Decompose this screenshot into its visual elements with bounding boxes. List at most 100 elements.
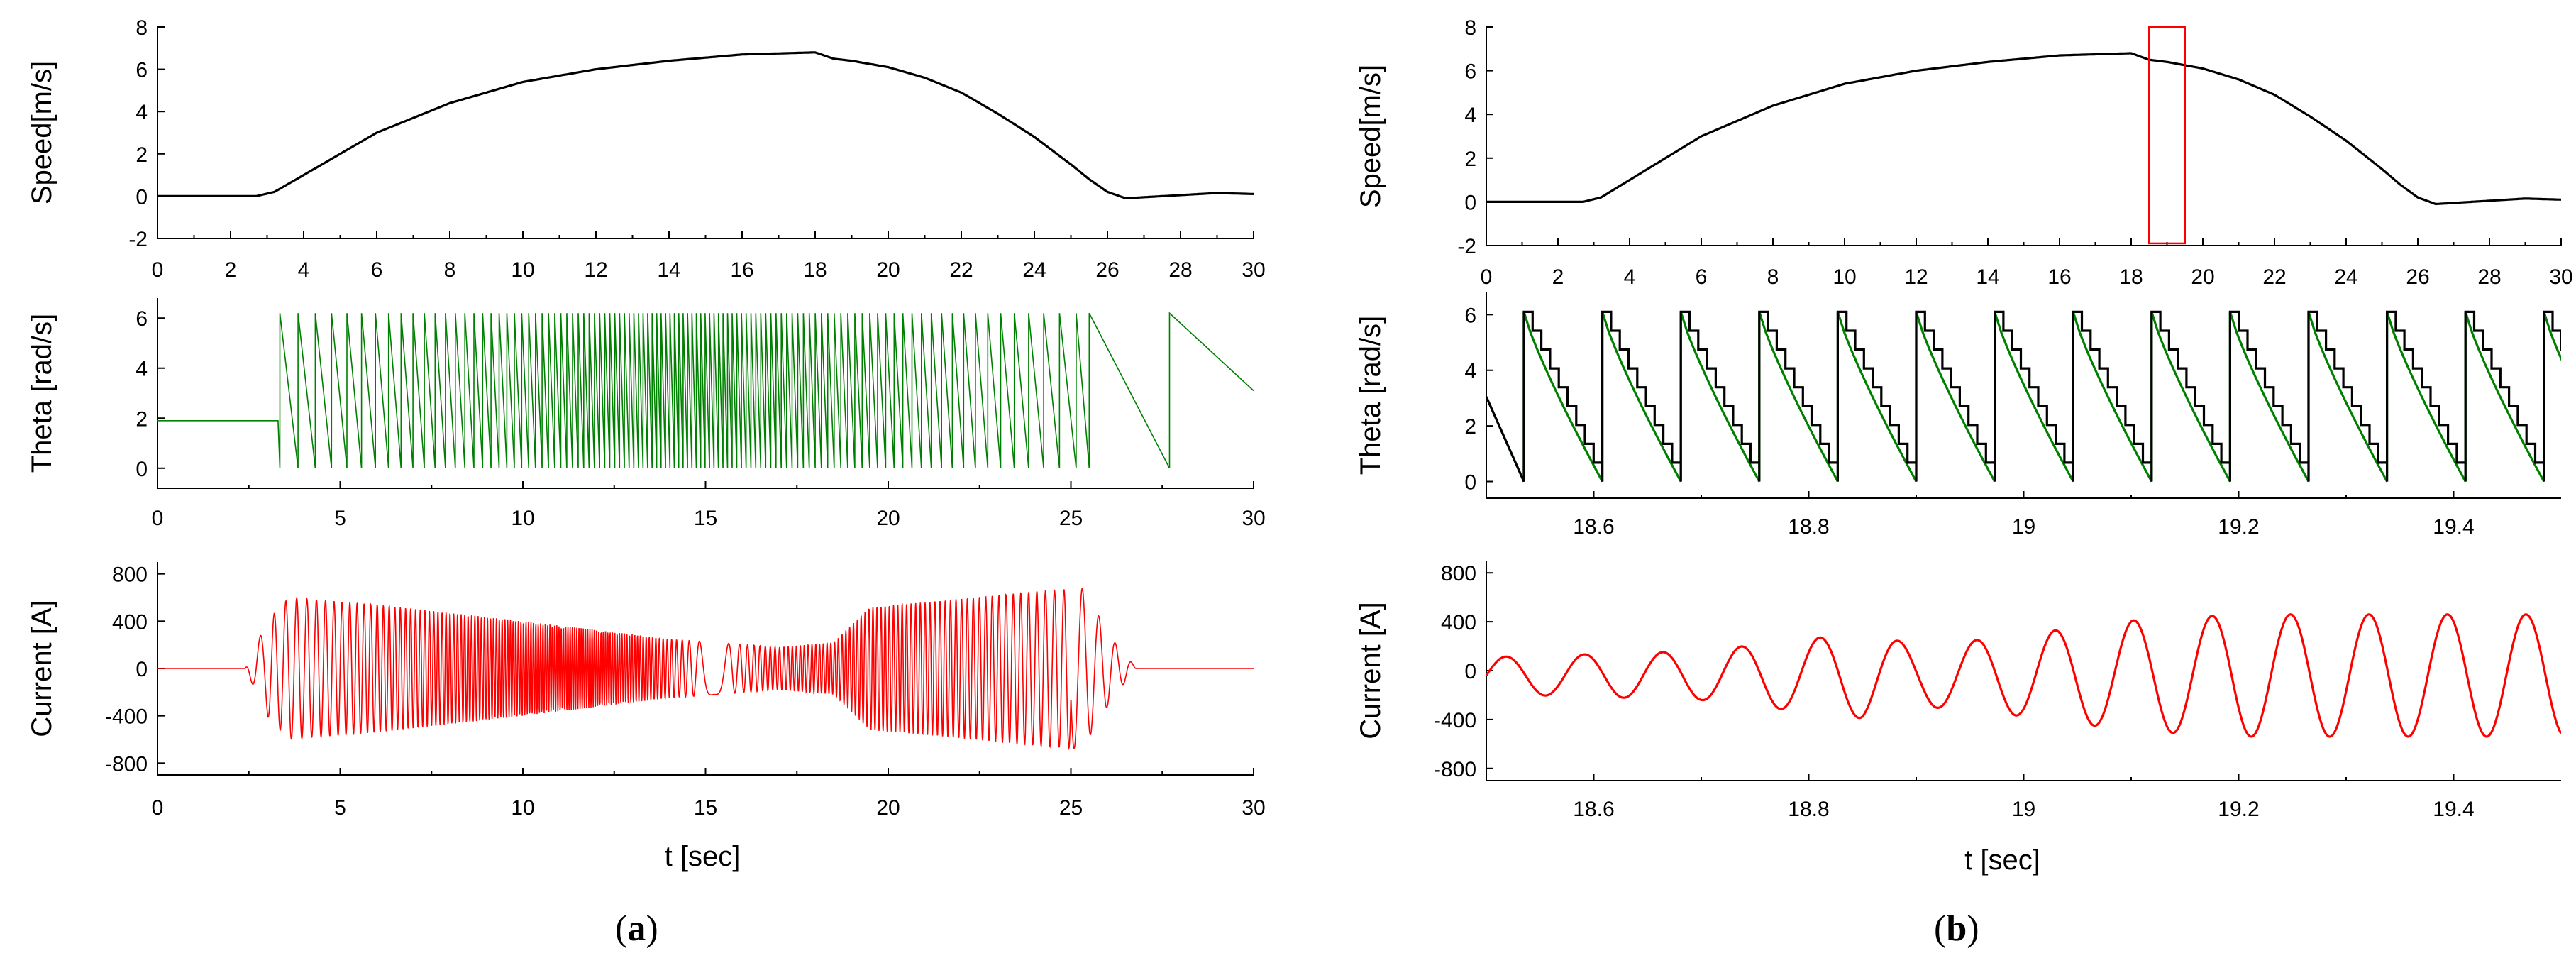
series-current-b-current <box>1486 613 2561 738</box>
x-tick-label-b-speed: 26 <box>2406 265 2429 289</box>
y-tick-label-a-speed: 0 <box>136 185 148 209</box>
x-tick-label-b-speed: 30 <box>2549 265 2572 289</box>
x-tick-label-b-speed: 20 <box>2191 265 2214 289</box>
y-tick-label-a-speed: 4 <box>136 101 148 124</box>
y-tick-label-a-speed: 2 <box>136 143 148 167</box>
x-tick-label-b-speed: 22 <box>2262 265 2286 289</box>
plot-area-b-theta <box>1486 310 2561 483</box>
y-tick-label-b-speed: 2 <box>1464 148 1476 171</box>
x-tick-label-a-speed: 16 <box>730 258 753 282</box>
x-tick-label-a-speed: 24 <box>1022 258 1046 282</box>
plot-area-b-speed <box>1486 52 2561 206</box>
y-tick-label-b-current: 400 <box>1441 611 1476 634</box>
y-tick-label-a-speed: -2 <box>128 228 148 251</box>
x-tick-label-b-current: 18.8 <box>1788 798 1829 821</box>
y-axis-label-a-speed: Speed[m/s] <box>26 61 57 204</box>
y-axis-label-b-speed: Speed[m/s] <box>1355 65 1386 208</box>
y-tick-label-a-speed: 8 <box>136 16 148 40</box>
x-tick-label-a-current: 30 <box>1242 796 1265 820</box>
series-theta-estimated-b-theta <box>1486 311 2561 483</box>
x-tick-label-a-theta: 0 <box>152 507 164 530</box>
chart-a-speed: 0 2 4 6 8 10 12 14 16 18 20 22 24 26 28 30-202468Speed[… <box>26 16 1266 282</box>
y-tick-label-b-theta: 2 <box>1464 415 1476 439</box>
chart-b-current: 18.6 18.8 19 19.2 19.4 -800 -400 0 400 800 Current… <box>1355 561 2561 876</box>
x-tick-label-b-speed: 0 <box>1481 265 1493 289</box>
x-tick-label-a-speed: 22 <box>949 258 973 282</box>
chart-a-current: 0 5 10 15 20 25 30 -800 -400 0 400 800 Current [A] <box>26 562 1266 820</box>
x-tick-label-b-speed: 12 <box>1904 265 1928 289</box>
panel-a-xlabel: t [sec] <box>665 841 741 872</box>
y-tick-label-b-current: 0 <box>1464 660 1476 683</box>
series-theta-a-theta <box>157 312 1254 469</box>
y-tick-label-a-current: -800 <box>105 752 148 776</box>
y-tick-label-b-theta: 4 <box>1464 360 1476 383</box>
y-tick-label-a-current: -400 <box>105 705 148 729</box>
chart-a-theta: 0 5 10 15 20 25 30 0 2 4 6 Theta [rad/s] <box>26 298 1266 530</box>
x-tick-label-a-speed: 20 <box>876 258 900 282</box>
y-tick-label-a-theta: 0 <box>136 458 148 481</box>
y-tick-label-b-speed: 6 <box>1464 60 1476 84</box>
x-tick-label-a-speed: 8 <box>444 258 456 282</box>
y-tick-label-b-speed: 4 <box>1464 104 1476 127</box>
y-tick-label-a-theta: 6 <box>136 307 148 331</box>
y-tick-label-b-current: -400 <box>1434 709 1476 732</box>
x-tick-label-b-speed: 2 <box>1552 265 1564 289</box>
x-tick-label-b-speed: 28 <box>2477 265 2501 289</box>
x-tick-label-a-speed: 10 <box>511 258 534 282</box>
x-tick-label-b-theta: 18.8 <box>1788 515 1829 539</box>
series-theta-measured-b-theta <box>1486 310 2561 483</box>
y-axis-label-a-current: Current [A] <box>26 600 57 737</box>
plot-area-b-current <box>1486 613 2561 738</box>
y-tick-label-b-speed: 0 <box>1464 191 1476 214</box>
x-tick-label-b-speed: 4 <box>1624 265 1636 289</box>
y-axis-label-b-current: Current [A] <box>1355 602 1386 739</box>
series-speed-a-speed <box>157 51 1254 200</box>
x-tick-label-a-speed: 12 <box>584 258 607 282</box>
chart-b-speed: 0 2 4 6 8 10 12 14 16 18 20 22 24 26 28 30-202468Speed[… <box>1355 16 2573 289</box>
x-tick-label-a-speed: 6 <box>371 258 383 282</box>
x-tick-label-a-speed: 0 <box>152 258 164 282</box>
x-tick-label-b-theta: 19.2 <box>2218 515 2259 539</box>
panel-a-label: (a) <box>615 908 658 949</box>
x-tick-label-a-current: 5 <box>334 796 346 820</box>
x-tick-label-a-theta: 15 <box>694 507 717 530</box>
x-tick-label-a-theta: 10 <box>511 507 534 530</box>
y-tick-label-a-theta: 2 <box>136 407 148 431</box>
zoom-highlight-box <box>2148 26 2186 245</box>
x-tick-label-b-speed: 16 <box>2047 265 2071 289</box>
x-tick-label-a-speed: 4 <box>298 258 310 282</box>
x-tick-label-b-speed: 14 <box>1976 265 1999 289</box>
y-tick-label-b-theta: 6 <box>1464 304 1476 327</box>
y-tick-label-a-theta: 4 <box>136 358 148 381</box>
y-tick-label-a-current: 800 <box>112 563 148 587</box>
x-tick-label-a-current: 0 <box>152 796 164 820</box>
y-tick-label-b-current: 800 <box>1441 562 1476 585</box>
x-tick-label-a-speed: 30 <box>1242 258 1265 282</box>
plot-area-a-current <box>157 588 1254 750</box>
x-tick-label-a-speed: 14 <box>657 258 680 282</box>
x-tick-label-b-speed: 18 <box>2119 265 2143 289</box>
y-tick-label-b-speed: 8 <box>1464 16 1476 40</box>
x-tick-label-a-speed: 28 <box>1168 258 1192 282</box>
plot-area-a-speed <box>157 51 1254 200</box>
series-current-a-current <box>157 588 1254 750</box>
y-tick-label-a-current: 400 <box>112 610 148 634</box>
x-tick-label-b-current: 19 <box>2012 798 2035 821</box>
x-tick-label-b-current: 19.2 <box>2218 798 2259 821</box>
y-tick-label-a-speed: 6 <box>136 59 148 82</box>
y-tick-label-b-theta: 0 <box>1464 471 1476 494</box>
x-tick-label-b-theta: 19 <box>2012 515 2035 539</box>
x-tick-label-a-current: 15 <box>694 796 717 820</box>
plot-area-a-theta <box>157 312 1254 469</box>
x-tick-label-a-theta: 20 <box>876 507 900 530</box>
x-tick-label-b-speed: 6 <box>1696 265 1708 289</box>
x-tick-label-b-theta: 19.4 <box>2433 515 2474 539</box>
y-axis-label-a-theta: Theta [rad/s] <box>26 314 57 473</box>
x-tick-label-a-theta: 25 <box>1059 507 1083 530</box>
chart-b-theta: 18.6 18.8 19 19.2 19.4 0 2 4 6 Theta [rad/s] <box>1355 292 2561 539</box>
x-tick-label-b-current: 18.6 <box>1573 798 1614 821</box>
x-tick-label-b-speed: 10 <box>1833 265 1856 289</box>
x-tick-label-a-current: 25 <box>1059 796 1083 820</box>
x-tick-label-a-theta: 30 <box>1242 507 1265 530</box>
